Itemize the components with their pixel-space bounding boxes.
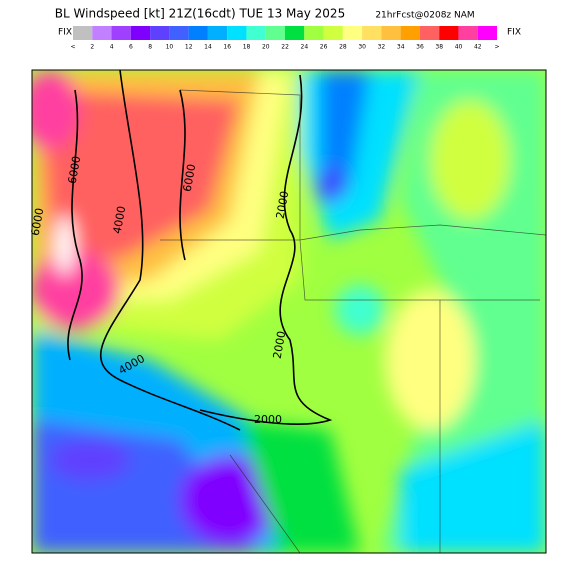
colorbar-label: 18 xyxy=(243,44,251,51)
colorbar-swatch xyxy=(362,26,382,40)
colorbar-label: 4 xyxy=(110,44,114,51)
colorbar-label: 20 xyxy=(262,44,270,51)
colorbar-swatch xyxy=(323,26,343,40)
colorbar-label: 42 xyxy=(474,44,482,51)
contour-label: 6000 xyxy=(66,155,84,185)
colorbar-swatch xyxy=(265,26,285,40)
colorbar-label: 24 xyxy=(301,44,309,51)
colorbar-label: 2 xyxy=(90,44,94,51)
contour-label: 6000 xyxy=(181,163,199,193)
colorbar-swatch xyxy=(342,26,363,40)
colorbar-label: 28 xyxy=(339,44,347,51)
forecast-label: 21hrFcst@0208z NAM xyxy=(375,11,474,21)
contour-label: 4000 xyxy=(111,205,129,235)
colorbar-swatch xyxy=(207,26,228,40)
wind-field xyxy=(32,70,546,553)
colorbar-label: 14 xyxy=(204,44,212,51)
colorbar-swatch xyxy=(111,26,131,40)
colorbar-label: 34 xyxy=(397,44,405,51)
colorbar-swatch xyxy=(130,26,151,40)
colorbar-swatch xyxy=(477,26,497,40)
colorbar-label: < xyxy=(71,44,76,51)
contours xyxy=(67,70,333,431)
colorbar-label: 36 xyxy=(416,44,424,51)
contour-label: 2000 xyxy=(274,190,292,220)
colorbar-swatch xyxy=(246,26,266,40)
colorbar: <2 4 6 8 10 12 14 16 18 20 22 24 26 28 30 32 34 36 38 40 42 > xyxy=(71,26,500,51)
colorbar-swatch xyxy=(150,26,170,40)
colorbar-label: > xyxy=(495,44,500,51)
colorbar-label: 6 xyxy=(129,44,133,51)
colorbar-right-label: FIX xyxy=(507,28,521,38)
colorbar-swatch xyxy=(73,26,93,40)
colorbar-swatch xyxy=(188,26,208,40)
colorbar-swatch xyxy=(458,26,478,40)
colorbar-swatch xyxy=(304,26,324,40)
colorbar-label: 16 xyxy=(223,44,231,51)
map-frame xyxy=(31,69,547,554)
colorbar-swatch xyxy=(381,26,401,40)
colorbar-label: 38 xyxy=(435,44,443,51)
contour-label: 2000 xyxy=(254,413,282,426)
colorbar-label: 12 xyxy=(185,44,193,51)
state-borders xyxy=(160,89,546,553)
wind-map xyxy=(32,70,546,553)
colorbar-label: 32 xyxy=(378,44,386,51)
colorbar-swatch xyxy=(419,26,440,40)
contour-label: 2000 xyxy=(271,330,289,360)
contour-label: 6000 xyxy=(29,207,47,237)
title: BL Windspeed [kt] 21Z(16cdt) TUE 13 May … xyxy=(55,7,345,21)
colorbar-swatch xyxy=(169,26,189,40)
colorbar-label: 22 xyxy=(281,44,289,51)
colorbar-label: 26 xyxy=(320,44,328,51)
colorbar-swatch xyxy=(227,26,247,40)
colorbar-swatch xyxy=(285,26,305,40)
colorbar-swatch xyxy=(92,26,112,40)
colorbar-label: 40 xyxy=(455,44,463,51)
colorbar-label: 10 xyxy=(166,44,174,51)
colorbar-left-label: FIX xyxy=(58,28,72,38)
colorbar-label: 8 xyxy=(148,44,152,51)
colorbar-label: 30 xyxy=(358,44,366,51)
colorbar-swatch xyxy=(439,26,459,40)
colorbar-swatch xyxy=(400,26,420,40)
